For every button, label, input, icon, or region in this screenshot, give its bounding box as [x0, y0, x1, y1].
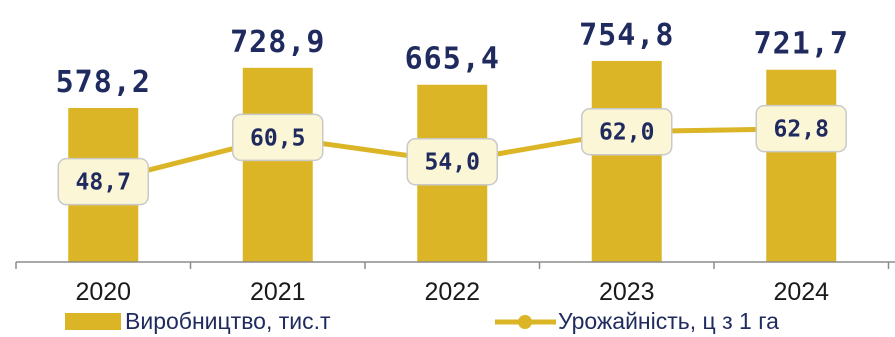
yield-value-label: 54,0 — [425, 150, 480, 176]
yield-label-box — [581, 107, 673, 156]
x-tick-label: 2024 — [773, 278, 829, 306]
bar-value-label: 721,7 — [754, 27, 849, 62]
legend: Виробництво, тис.т Урожайність, ц з 1 га — [65, 308, 779, 334]
bar-value-label: 665,4 — [405, 42, 500, 77]
x-tick-label: 2022 — [424, 278, 480, 306]
bar-production-2021 — [242, 67, 313, 262]
yield-line-series: 48,7 60,5 54,0 62,0 62,8 — [57, 104, 847, 206]
yield-label-box — [755, 104, 847, 153]
yield-value-label: 62,8 — [774, 117, 829, 143]
legend-swatch-production — [65, 313, 121, 330]
bar-production-2024 — [766, 69, 837, 262]
x-tick-label: 2023 — [599, 278, 655, 306]
legend-label-yield: Урожайність, ц з 1 га — [558, 308, 779, 334]
bar-production-2023 — [591, 60, 662, 262]
bar-value-label: 754,8 — [579, 18, 674, 53]
yield-label-box — [232, 113, 324, 162]
yield-value-label: 60,5 — [250, 125, 305, 151]
legend-label-production: Виробництво, тис.т — [125, 308, 331, 334]
x-tick-label: 2021 — [250, 278, 306, 306]
x-axis-ticks — [15, 262, 890, 269]
bar-value-label: 578,2 — [56, 65, 151, 100]
yield-label-box — [406, 137, 498, 186]
yield-label-box — [57, 157, 149, 206]
yield-value-label: 48,7 — [76, 170, 131, 196]
x-axis-tick-labels: 2020 2021 2022 2023 2024 — [75, 278, 829, 306]
x-tick-label: 2020 — [75, 278, 131, 306]
bar-value-label: 728,9 — [230, 25, 325, 60]
yield-value-label: 62,0 — [599, 120, 654, 146]
legend-swatch-yield-marker — [518, 315, 532, 329]
